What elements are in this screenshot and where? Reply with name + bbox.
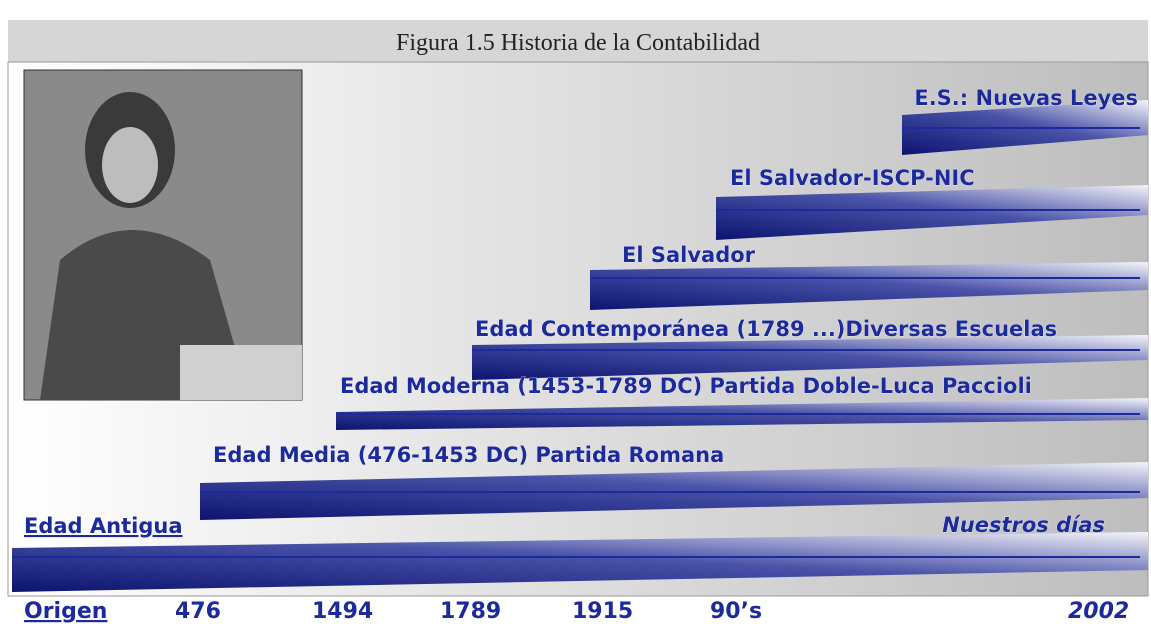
axis-label: 90’s [710,599,762,624]
timeline-slide: Figura 1.5 Historia de la Contabilidad E… [0,0,1151,629]
axis-label: 1915 [572,599,633,624]
axis-label: 2002 [1068,599,1129,624]
era-label: Edad Antigua [24,514,182,538]
end-label: Nuestros días [942,513,1105,537]
title: Figura 1.5 Historia de la Contabilidad [396,30,760,56]
era-label: El Salvador-ISCP-NIC [730,166,975,190]
axis-label: 1789 [440,599,501,624]
era-label: El Salvador [622,243,756,267]
axis-label: 476 [175,599,221,624]
era-label: E.S.: Nuevas Leyes [914,86,1138,110]
axis-label: Origen [24,599,107,624]
era-label: Edad Media (476-1453 DC) Partida Romana [213,443,724,467]
era-label: Edad Contemporánea (1789 ...)Diversas Es… [475,317,1057,341]
portrait [24,70,302,400]
axis-label: 1494 [312,599,373,624]
era-label: Edad Moderna (1453-1789 DC) Partida Dobl… [340,374,1032,398]
